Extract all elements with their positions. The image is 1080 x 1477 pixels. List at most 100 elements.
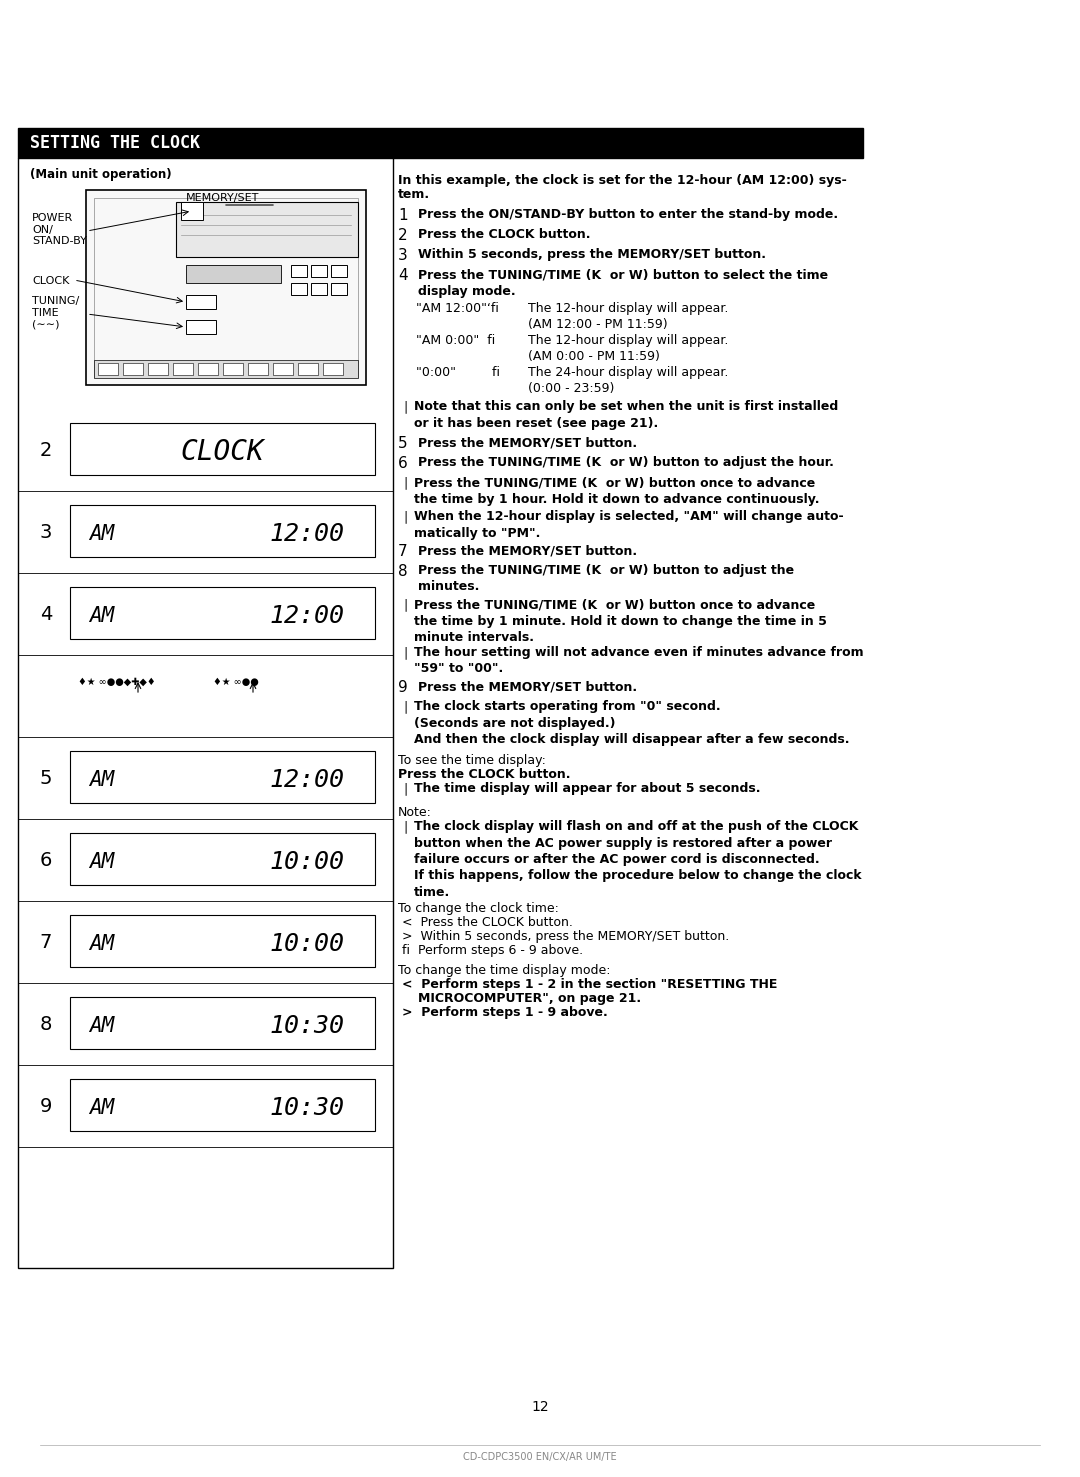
Text: Within 5 seconds, press the MEMORY/SET button.: Within 5 seconds, press the MEMORY/SET b… [418,248,766,261]
Text: Note:: Note: [399,806,432,820]
Bar [311,264,327,278]
Text: 9: 9 [399,679,408,696]
Bar [291,284,307,295]
Bar [311,284,327,295]
Text: To change the time display mode:: To change the time display mode: [399,964,610,976]
Text: When the 12-hour display is selected, "AM" will change auto-
matically to "PM".: When the 12-hour display is selected, "A… [414,510,843,539]
Text: 9: 9 [40,1096,52,1115]
Bar [86,191,366,385]
Text: ∣: ∣ [402,598,408,611]
Bar [298,363,318,375]
Text: CD-CDPC3500 EN/CX/AR UM/TE: CD-CDPC3500 EN/CX/AR UM/TE [463,1452,617,1462]
Text: 8: 8 [40,1015,52,1034]
Text: 6: 6 [399,456,408,471]
Text: 12:00: 12:00 [270,521,345,546]
Text: 2: 2 [399,227,407,244]
Bar [198,363,218,375]
Text: Press the TUNING/TIME (K  or W) button to adjust the hour.: Press the TUNING/TIME (K or W) button to… [418,456,834,470]
Text: tem.: tem. [399,188,430,201]
Text: Note that this can only be set when the unit is first installed
or it has been r: Note that this can only be set when the … [414,400,838,430]
Text: AM: AM [90,852,114,871]
Text: 7: 7 [399,544,407,558]
Bar [70,422,375,476]
Bar [18,128,863,158]
Bar [70,586,375,640]
Text: AM: AM [90,606,114,626]
Text: ♦★ ∞●●: ♦★ ∞●● [213,676,259,687]
Bar [70,997,375,1049]
Text: ∣: ∣ [402,781,408,795]
Text: To see the time display:: To see the time display: [399,753,545,767]
Text: The time display will appear for about 5 seconds.: The time display will appear for about 5… [414,781,760,795]
Text: AM: AM [90,524,114,544]
Text: 7: 7 [40,932,52,951]
Text: AM: AM [90,933,114,954]
Bar [330,284,347,295]
Text: 1: 1 [399,208,407,223]
Text: Press the MEMORY/SET button.: Press the MEMORY/SET button. [418,679,637,693]
Text: >  Perform steps 1 - 9 above.: > Perform steps 1 - 9 above. [402,1006,608,1019]
Text: AM: AM [90,770,114,790]
Text: fi  Perform steps 6 - 9 above.: fi Perform steps 6 - 9 above. [402,944,583,957]
Bar [330,264,347,278]
Text: In this example, the clock is set for the 12-hour (AM 12:00) sys-: In this example, the clock is set for th… [399,174,847,188]
Text: <  Perform steps 1 - 2 in the section "RESETTING THE: < Perform steps 1 - 2 in the section "RE… [402,978,778,991]
Text: POWER
ON/
STAND-BY: POWER ON/ STAND-BY [32,213,86,247]
Bar [70,833,375,885]
Bar [222,363,243,375]
Text: (Main unit operation): (Main unit operation) [30,168,172,182]
Bar [323,363,343,375]
Bar [18,158,393,1267]
Text: CLOCK: CLOCK [32,276,69,287]
Circle shape [113,276,159,323]
Text: 8: 8 [399,564,407,579]
Text: AM: AM [90,1016,114,1035]
Text: 4: 4 [399,267,407,284]
Text: Press the TUNING/TIME (K  or W) button once to advance
the time by 1 hour. Hold : Press the TUNING/TIME (K or W) button on… [414,476,820,505]
Text: MEMORY/SET: MEMORY/SET [187,193,259,202]
Text: ∣: ∣ [402,700,408,713]
Text: CLOCK: CLOCK [180,439,265,467]
Bar [70,1080,375,1131]
Text: AM: AM [90,1097,114,1118]
Bar [123,363,143,375]
Text: ∣: ∣ [402,645,408,659]
Circle shape [94,258,178,343]
Text: 2: 2 [40,440,52,459]
Text: 12:00: 12:00 [270,768,345,792]
Text: ∣: ∣ [402,400,408,414]
Text: 5: 5 [399,436,407,450]
Text: Press the TUNING/TIME (K  or W) button to select the time
display mode.: Press the TUNING/TIME (K or W) button to… [418,267,828,297]
Text: The clock starts operating from "0" second.
(Seconds are not displayed.)
And the: The clock starts operating from "0" seco… [414,700,850,746]
Text: Press the CLOCK button.: Press the CLOCK button. [399,768,570,781]
Text: 12:00: 12:00 [270,604,345,628]
Text: 10:00: 10:00 [270,932,345,956]
Text: 5: 5 [40,768,52,787]
Text: Press the CLOCK button.: Press the CLOCK button. [418,227,591,241]
Bar [248,363,268,375]
Bar [186,295,216,309]
Text: ∣: ∣ [402,820,408,833]
Bar [186,264,281,284]
Text: 3: 3 [399,248,408,263]
Text: 4: 4 [40,604,52,623]
Text: Press the MEMORY/SET button.: Press the MEMORY/SET button. [418,436,637,449]
Text: ∣: ∣ [402,510,408,523]
Text: The hour setting will not advance even if minutes advance from
"59" to "00".: The hour setting will not advance even i… [414,645,864,675]
Text: TUNING/
TIME
(∼∼): TUNING/ TIME (∼∼) [32,295,79,329]
Text: The 12-hour display will appear.
(AM 0:00 - PM 11:59): The 12-hour display will appear. (AM 0:0… [528,334,728,363]
Bar [273,363,293,375]
Text: 10:00: 10:00 [270,849,345,874]
Text: The 12-hour display will appear.
(AM 12:00 - PM 11:59): The 12-hour display will appear. (AM 12:… [528,301,728,331]
Bar [94,198,357,377]
Text: Press the TUNING/TIME (K  or W) button once to advance
the time by 1 minute. Hol: Press the TUNING/TIME (K or W) button on… [414,598,827,644]
Text: ♦★ ∞●●◆✚◆♦: ♦★ ∞●●◆✚◆♦ [78,676,156,687]
Text: 6: 6 [40,851,52,870]
Text: MICROCOMPUTER", on page 21.: MICROCOMPUTER", on page 21. [418,993,642,1004]
Text: >  Within 5 seconds, press the MEMORY/SET button.: > Within 5 seconds, press the MEMORY/SET… [402,931,729,942]
Text: To change the clock time:: To change the clock time: [399,902,558,914]
Bar [176,202,357,257]
Text: <  Press the CLOCK button.: < Press the CLOCK button. [402,916,572,929]
Bar [94,360,357,378]
Bar [186,321,216,334]
